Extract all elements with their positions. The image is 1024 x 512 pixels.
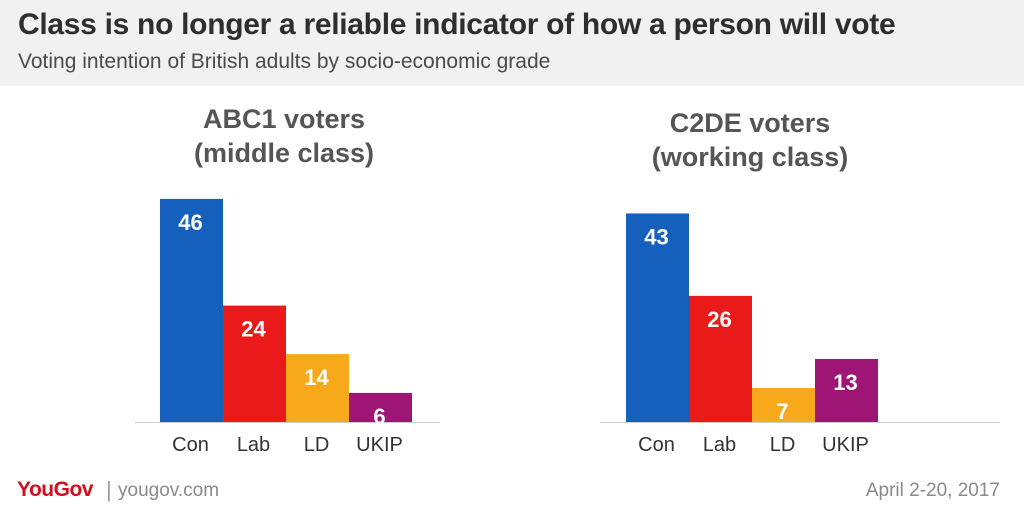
data-label: 43 bbox=[644, 224, 668, 249]
bar-charts: ABC1 voters (middle class) 46 Con 24 Lab 14 LD 6… bbox=[135, 104, 1000, 456]
category-label: UKIP bbox=[822, 434, 869, 456]
data-label: 46 bbox=[178, 210, 202, 235]
data-label: 7 bbox=[776, 399, 788, 424]
footer-url: yougov.com bbox=[118, 480, 220, 501]
bar-lab bbox=[223, 305, 286, 422]
chart-title: Class is no longer a reliable indicator … bbox=[18, 8, 896, 41]
category-label: Con bbox=[172, 434, 209, 456]
panel-title-line: ABC1 voters bbox=[203, 104, 365, 134]
footer-separator: | bbox=[106, 477, 112, 502]
category-label: UKIP bbox=[356, 434, 403, 456]
header-band: Class is no longer a reliable indicator … bbox=[0, 0, 1024, 86]
data-label: 6 bbox=[373, 404, 385, 429]
footer-date: April 2-20, 2017 bbox=[865, 480, 1000, 501]
panel-title-line: (middle class) bbox=[194, 138, 374, 168]
bar-con bbox=[626, 213, 689, 422]
data-label: 13 bbox=[833, 370, 857, 395]
category-label: Lab bbox=[703, 434, 736, 456]
yougov-logo: YouGov bbox=[17, 478, 93, 501]
category-label: LD bbox=[770, 434, 796, 456]
panel-title-line: (working class) bbox=[652, 142, 849, 172]
chart-subtitle: Voting intention of British adults by so… bbox=[18, 50, 551, 73]
category-label: Con bbox=[638, 434, 675, 456]
bar-lab bbox=[689, 295, 752, 422]
bar-ukip bbox=[815, 358, 878, 422]
category-label: Lab bbox=[237, 434, 270, 456]
data-label: 14 bbox=[304, 365, 329, 390]
category-label: LD bbox=[304, 434, 330, 456]
panel-title-line: C2DE voters bbox=[670, 108, 831, 138]
bar-ld bbox=[286, 354, 349, 422]
bar-ukip bbox=[349, 392, 412, 422]
data-label: 24 bbox=[241, 317, 266, 342]
bar-con bbox=[160, 198, 223, 422]
bar-ld bbox=[752, 388, 815, 422]
data-label: 26 bbox=[707, 307, 731, 332]
